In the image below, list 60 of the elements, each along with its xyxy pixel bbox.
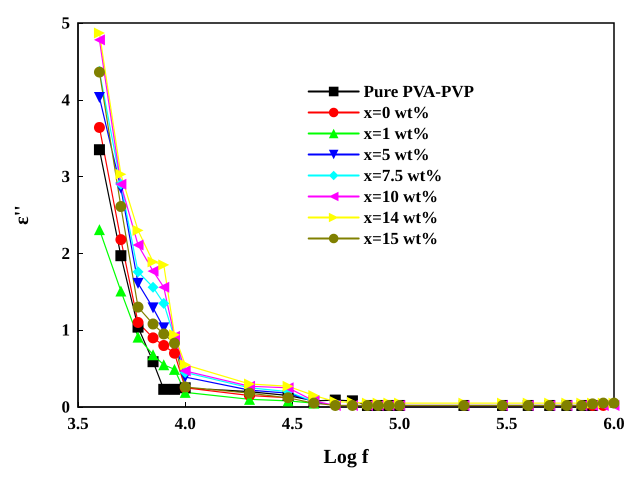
point xyxy=(132,224,144,236)
x-axis-title: Log f xyxy=(324,446,369,468)
x-tick-label: 6.0 xyxy=(603,414,625,433)
y-tick-label: 4 xyxy=(62,90,70,110)
point xyxy=(158,259,170,270)
point xyxy=(148,332,159,344)
point xyxy=(158,359,170,370)
point xyxy=(132,239,144,250)
point xyxy=(148,318,159,330)
point xyxy=(244,378,256,390)
point xyxy=(94,34,105,46)
point xyxy=(115,286,126,297)
point xyxy=(148,266,159,277)
point xyxy=(132,278,144,289)
point xyxy=(158,328,170,340)
point xyxy=(115,250,126,262)
point xyxy=(94,92,105,103)
y-tick-label: 0 xyxy=(62,398,70,416)
legend-label: x=15 wt% xyxy=(364,229,438,248)
point xyxy=(132,266,144,278)
point xyxy=(115,168,126,180)
point xyxy=(132,302,144,313)
x-tick-label: 5.0 xyxy=(388,414,410,433)
legend-label: x=0 wt% xyxy=(364,103,430,122)
point xyxy=(158,282,170,293)
point xyxy=(158,298,170,309)
y-tick-label: 1 xyxy=(62,320,70,340)
legend-label: x=7.5 wt% xyxy=(364,166,442,185)
legend-label: Pure PVA-PVP xyxy=(364,82,474,101)
point xyxy=(168,364,180,375)
point xyxy=(158,340,170,352)
point xyxy=(158,384,170,395)
point xyxy=(168,384,180,395)
point xyxy=(94,224,105,236)
x-tick-label: 3.5 xyxy=(67,414,89,433)
point xyxy=(148,282,159,293)
point xyxy=(115,201,126,212)
point xyxy=(132,332,144,343)
y-tick-label: 5 xyxy=(62,14,70,32)
legend-label: x=14 wt% xyxy=(364,208,438,227)
legend-label: x=1 wt% xyxy=(364,124,430,143)
x-tick-label: 4.5 xyxy=(282,414,304,433)
point xyxy=(94,27,105,38)
y-tick-label: 2 xyxy=(62,244,70,263)
point xyxy=(94,122,105,133)
point xyxy=(180,359,191,370)
legend-label: x=10 wt% xyxy=(364,187,438,206)
x-tick-label: 5.5 xyxy=(496,414,518,433)
point xyxy=(94,144,105,156)
point xyxy=(308,390,320,401)
y-tick-label: 3 xyxy=(62,167,70,186)
point xyxy=(148,256,159,268)
y-axis-title: ε'' xyxy=(11,205,33,225)
point xyxy=(115,234,126,246)
legend-label: x=5 wt% xyxy=(364,145,430,164)
point xyxy=(148,349,159,360)
point xyxy=(132,317,144,328)
point xyxy=(148,302,159,314)
point xyxy=(168,348,180,359)
x-tick-label: 4.0 xyxy=(174,414,196,433)
